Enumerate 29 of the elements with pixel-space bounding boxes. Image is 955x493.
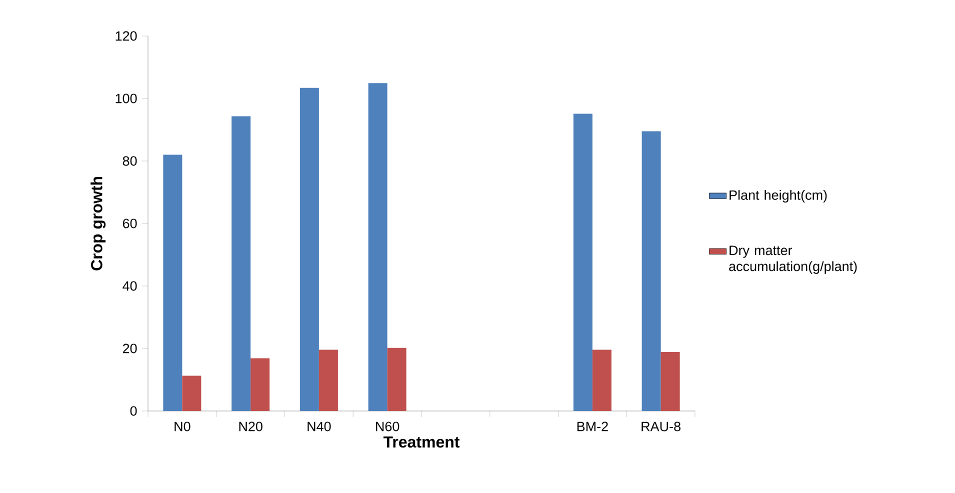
bar bbox=[300, 88, 319, 411]
x-tick-label: N60 bbox=[376, 422, 400, 432]
y-tick-label: 0 bbox=[130, 406, 137, 416]
bar bbox=[642, 131, 661, 411]
x-tick-label: N40 bbox=[308, 422, 331, 432]
bar bbox=[592, 350, 612, 411]
x-tick-label: RAU-8 bbox=[642, 422, 680, 432]
bar bbox=[318, 350, 338, 411]
y-tick-label: 120 bbox=[116, 31, 137, 41]
bar bbox=[387, 348, 406, 411]
bar bbox=[232, 116, 251, 411]
x-tick-label: N20 bbox=[239, 422, 262, 432]
bar bbox=[573, 114, 592, 411]
legend-label: Dry matter accumulation(g/plant) bbox=[729, 246, 857, 274]
y-axis-title: Crop growth bbox=[90, 176, 106, 270]
bar bbox=[660, 352, 680, 411]
y-tick-label: 80 bbox=[122, 156, 137, 166]
bar bbox=[368, 83, 388, 411]
y-tick-label: 40 bbox=[122, 281, 137, 291]
y-tick-label: 100 bbox=[116, 94, 137, 104]
x-tick-label: N0 bbox=[174, 422, 190, 432]
bar bbox=[250, 358, 270, 411]
x-tick-label: BM-2 bbox=[577, 422, 608, 432]
bar bbox=[163, 154, 182, 411]
y-tick-label: 60 bbox=[122, 218, 137, 228]
y-tick-label: 20 bbox=[122, 344, 137, 354]
legend-label: Plant height(cm) bbox=[730, 190, 827, 203]
bar bbox=[182, 376, 202, 411]
x-axis-title: Treatment bbox=[383, 436, 460, 448]
